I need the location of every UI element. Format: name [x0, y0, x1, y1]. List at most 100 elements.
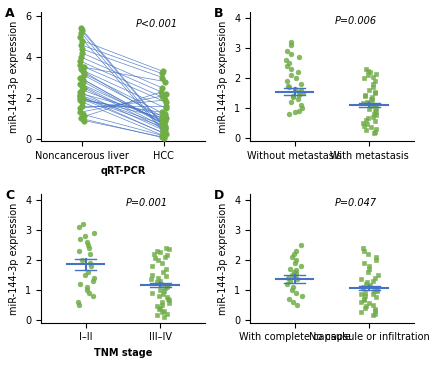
Point — [162, 103, 170, 109]
Point — [84, 269, 91, 275]
Point — [161, 118, 168, 123]
Point — [364, 266, 371, 272]
Point — [291, 110, 298, 115]
Point — [364, 68, 371, 73]
Point — [367, 96, 374, 102]
Point — [364, 263, 371, 269]
Point — [160, 122, 167, 127]
Point — [89, 278, 96, 284]
Point — [285, 60, 292, 66]
Point — [84, 284, 91, 290]
Point — [162, 125, 169, 131]
Point — [148, 272, 155, 278]
Text: D: D — [213, 189, 224, 202]
Point — [368, 278, 375, 284]
Point — [286, 266, 293, 272]
Point — [148, 263, 155, 269]
Point — [357, 299, 364, 305]
Point — [297, 87, 304, 93]
Point — [159, 74, 166, 80]
Point — [162, 105, 169, 111]
Point — [283, 63, 290, 69]
Point — [363, 122, 370, 127]
Point — [81, 114, 88, 119]
Point — [159, 93, 166, 99]
Point — [153, 312, 160, 318]
Point — [364, 87, 371, 93]
Point — [90, 293, 97, 299]
Point — [79, 91, 86, 97]
Point — [77, 66, 84, 72]
Y-axis label: miR-144-3p expression: miR-144-3p expression — [10, 202, 19, 315]
Point — [360, 297, 367, 303]
Point — [158, 89, 165, 95]
Point — [371, 70, 378, 76]
Point — [359, 101, 366, 107]
Point — [360, 260, 367, 266]
Point — [86, 251, 93, 257]
Point — [78, 87, 85, 93]
Y-axis label: miR-144-3p expression: miR-144-3p expression — [218, 20, 228, 133]
Point — [76, 74, 83, 80]
Point — [77, 236, 84, 242]
Point — [159, 269, 166, 275]
Text: B: B — [213, 7, 223, 20]
Point — [85, 245, 92, 251]
Point — [162, 116, 170, 122]
Point — [360, 290, 367, 296]
Point — [153, 248, 160, 254]
Point — [369, 84, 376, 90]
Point — [80, 85, 87, 91]
Point — [161, 285, 168, 291]
Point — [365, 300, 372, 306]
Point — [165, 297, 172, 303]
Point — [77, 34, 84, 39]
Point — [283, 78, 290, 84]
Point — [359, 284, 366, 290]
Point — [371, 254, 378, 260]
Point — [367, 124, 374, 130]
Point — [158, 70, 165, 76]
Point — [158, 260, 165, 266]
Point — [373, 287, 380, 293]
Text: P<0.001: P<0.001 — [136, 19, 178, 28]
Point — [287, 51, 294, 57]
Point — [294, 96, 301, 102]
Text: C: C — [5, 189, 14, 202]
Point — [284, 275, 291, 281]
Point — [360, 296, 367, 302]
Point — [370, 111, 377, 117]
Point — [369, 302, 376, 308]
Point — [161, 97, 168, 103]
Point — [362, 303, 369, 309]
Point — [367, 104, 374, 110]
Point — [358, 245, 365, 251]
Point — [159, 123, 166, 128]
Point — [371, 108, 378, 114]
Point — [364, 116, 371, 122]
Point — [158, 132, 165, 138]
Point — [285, 111, 292, 117]
Point — [360, 123, 367, 129]
Point — [292, 75, 299, 81]
Point — [365, 283, 372, 288]
Point — [77, 93, 84, 99]
Point — [75, 302, 82, 308]
Point — [371, 119, 378, 124]
Point — [84, 242, 91, 248]
X-axis label: TNM stage: TNM stage — [93, 348, 152, 358]
Point — [153, 279, 160, 285]
Point — [357, 291, 364, 297]
Point — [77, 105, 84, 111]
Point — [79, 103, 86, 109]
Point — [161, 254, 168, 260]
Point — [288, 287, 295, 293]
Point — [365, 107, 372, 112]
Point — [286, 99, 293, 105]
Point — [81, 118, 88, 123]
Point — [286, 39, 293, 45]
Point — [292, 270, 299, 276]
Point — [158, 134, 165, 140]
Point — [148, 290, 155, 296]
Point — [159, 69, 166, 74]
